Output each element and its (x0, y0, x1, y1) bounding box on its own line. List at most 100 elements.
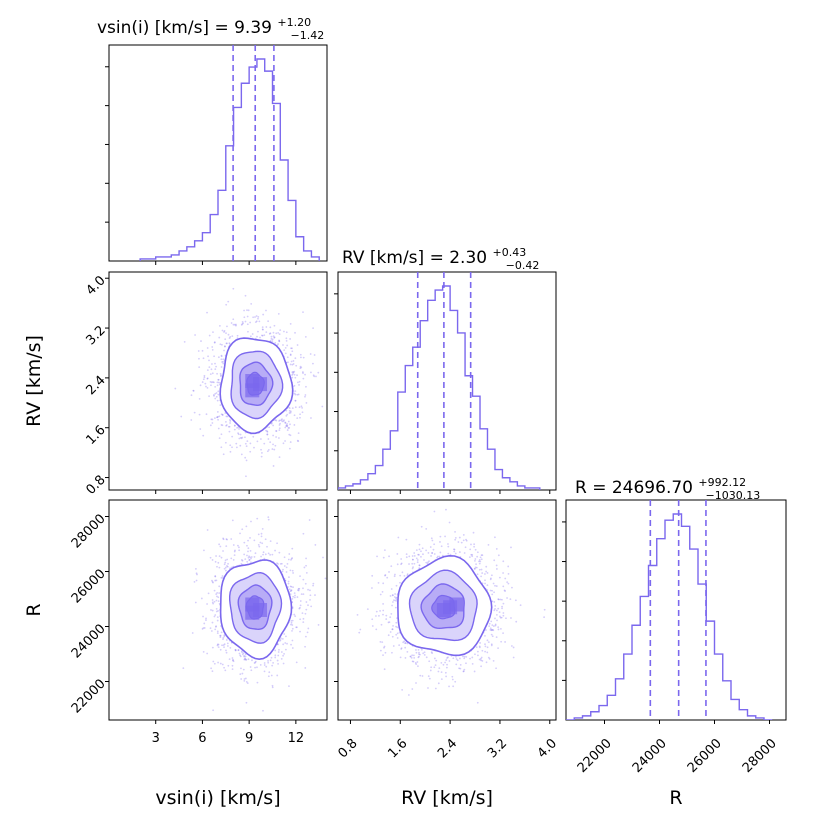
scatter-point (254, 666, 256, 669)
scatter-point (276, 659, 279, 662)
scatter-point (287, 580, 290, 583)
scatter-point (474, 558, 477, 560)
scatter-point (228, 425, 231, 428)
scatter-point (297, 587, 300, 590)
scatter-point (447, 656, 449, 659)
scatter-point (375, 615, 377, 617)
scatter-point (431, 539, 434, 542)
scatter-point (215, 579, 218, 582)
scatter-point (500, 640, 503, 643)
scatter-point (381, 641, 384, 644)
scatter-point (254, 552, 257, 555)
scatter-point (239, 436, 242, 439)
scatter-point (454, 538, 457, 541)
scatter-point (218, 437, 221, 440)
scatter-point (302, 377, 305, 380)
scatter-point (411, 567, 414, 570)
scatter-point (267, 661, 270, 664)
scatter-point (453, 550, 456, 553)
scatter-point (211, 621, 214, 624)
scatter-point (224, 441, 227, 444)
scatter-point (289, 593, 292, 596)
scatter-point (277, 331, 280, 334)
scatter-point (418, 655, 420, 658)
scatter-point (507, 565, 510, 568)
scatter-point (294, 376, 297, 379)
scatter-point (231, 664, 234, 667)
scatter-point (206, 652, 209, 655)
scatter-point (463, 657, 466, 660)
scatter-point (268, 426, 270, 429)
scatter-point (249, 561, 252, 564)
scatter-point (423, 651, 426, 654)
scatter-point (246, 323, 249, 326)
scatter-point (301, 612, 304, 615)
scatter-point (289, 323, 292, 325)
scatter-point (509, 598, 512, 601)
scatter-point (501, 598, 503, 601)
scatter-point (309, 353, 312, 355)
scatter-point (290, 360, 293, 363)
scatter-point (425, 656, 428, 659)
scatter-point (221, 413, 224, 416)
scatter-point (492, 582, 495, 585)
scatter-point (481, 572, 484, 574)
scatter-point (305, 601, 308, 603)
scatter-point (307, 604, 309, 607)
scatter-point (465, 538, 467, 541)
scatter-point (273, 336, 276, 339)
scatter-point (412, 566, 414, 569)
scatter-point (261, 527, 264, 530)
scatter-point (304, 635, 307, 638)
scatter-point (262, 313, 265, 316)
scatter-point (418, 548, 421, 551)
scatter-point (437, 670, 440, 673)
y-tick-label: 26000 (69, 567, 109, 607)
scatter-point (417, 553, 420, 556)
scatter-point (257, 317, 259, 320)
scatter-point (418, 564, 421, 567)
scatter-point (229, 450, 232, 453)
scatter-point (223, 349, 225, 352)
scatter-point (286, 429, 289, 431)
scatter-point (498, 576, 501, 579)
scatter-point (218, 336, 221, 339)
scatter-point (194, 567, 197, 570)
scatter-point (218, 415, 221, 418)
scatter-point (263, 334, 266, 337)
scatter-point (237, 433, 240, 436)
scatter-point (445, 508, 447, 511)
scatter-point (211, 646, 214, 649)
scatter-point (255, 320, 258, 323)
scatter-point (224, 345, 226, 348)
scatter-point (212, 581, 214, 584)
y-tick-label: 2.4 (83, 373, 108, 398)
scatter-point (462, 534, 465, 536)
ylabel-rv: RV [km/s] (23, 335, 45, 427)
scatter-point (289, 423, 291, 426)
scatter-point (245, 445, 248, 448)
scatter-point (220, 556, 223, 559)
scatter-point (388, 555, 390, 558)
scatter-point (226, 342, 228, 345)
scatter-point (279, 562, 282, 565)
scatter-point (290, 643, 292, 646)
scatter-point (376, 555, 378, 558)
scatter-point (447, 552, 450, 555)
scatter-point (241, 436, 244, 439)
scatter-point (263, 662, 266, 664)
scatter-point (420, 525, 423, 528)
scatter-point (256, 440, 259, 443)
scatter-point (273, 448, 276, 451)
scatter-point (420, 550, 422, 553)
scatter-point (249, 321, 252, 324)
scatter-point (286, 424, 289, 427)
scatter-point (294, 393, 297, 396)
scatter-point (270, 674, 273, 677)
scatter-point (228, 337, 231, 339)
scatter-point (216, 630, 219, 633)
scatter-point (210, 609, 212, 611)
scatter-point (382, 654, 384, 657)
scatter-point (383, 549, 386, 552)
scatter-point (245, 459, 248, 462)
